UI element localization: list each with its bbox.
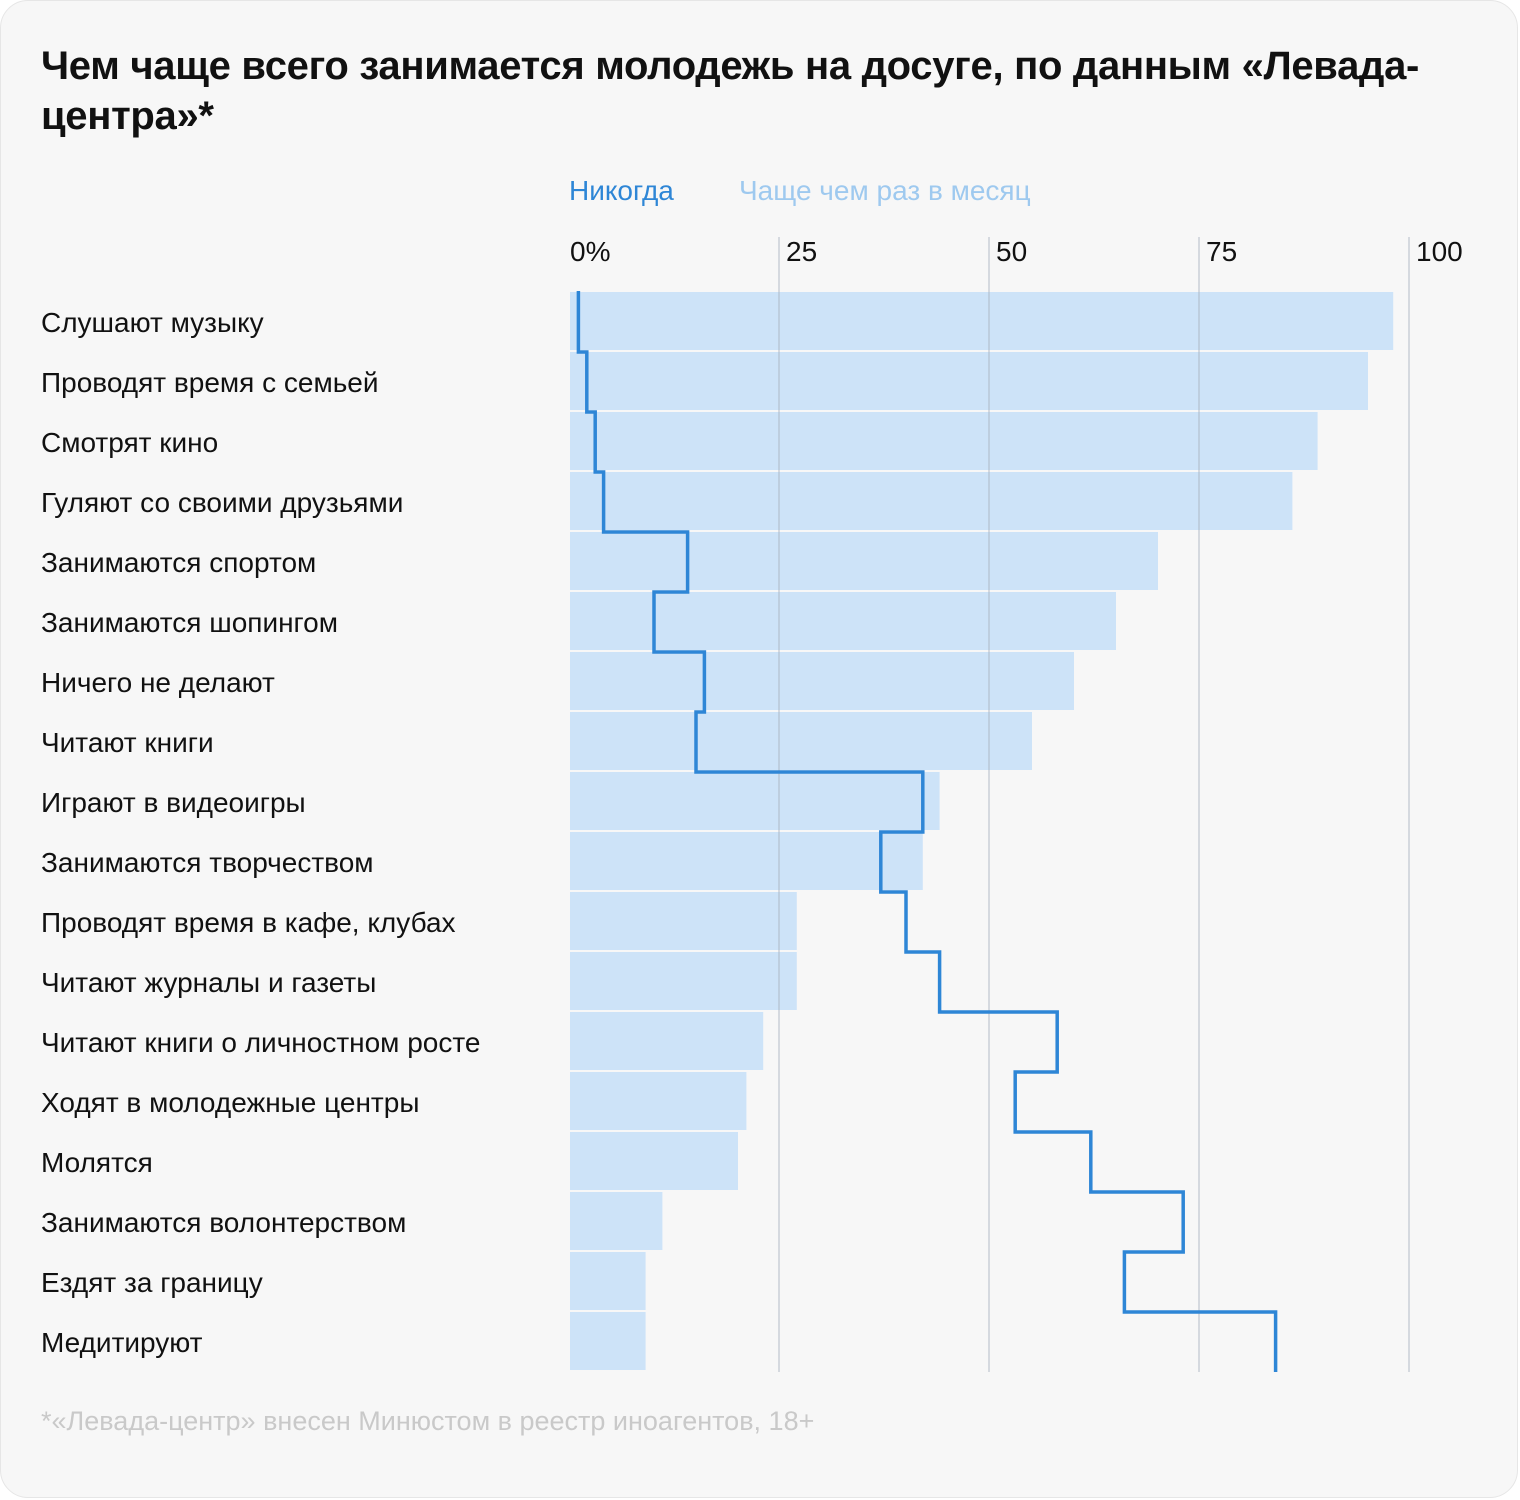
category-label: Читают книги [41, 727, 214, 758]
tick-label: 0% [570, 236, 610, 267]
bar-monthly [570, 532, 1158, 590]
bar-monthly [570, 892, 797, 950]
bar-monthly [570, 352, 1368, 410]
bar-monthly [570, 652, 1074, 710]
legend-more-than-monthly: Чаще чем раз в месяц [739, 175, 1031, 206]
category-label: Ездят за границу [41, 1267, 263, 1298]
category-label: Слушают музыку [41, 307, 264, 338]
category-label: Занимаются творчеством [41, 847, 374, 878]
category-label: Ничего не делают [41, 667, 275, 698]
bar-monthly [570, 832, 923, 890]
tick-label: 25 [786, 236, 817, 267]
tick-label: 50 [996, 236, 1027, 267]
footnote: *«Левада-центр» внесен Минюстом в реестр… [41, 1406, 815, 1436]
category-labels-layer: Слушают музыку Проводят время с семьей Смо… [41, 307, 480, 1358]
bar-chart: 0% 25 50 75 100 Слушают музыку Проводят время… [41, 236, 1463, 1372]
category-label: Молятся [41, 1147, 153, 1178]
bars-layer [570, 292, 1394, 1370]
category-label: Проводят время с семьей [41, 367, 379, 398]
category-label: Проводят время в кафе, клубах [41, 907, 456, 938]
bar-monthly [570, 1252, 646, 1310]
bar-monthly [570, 412, 1318, 470]
category-label: Медитируют [41, 1327, 203, 1358]
bar-monthly [570, 1072, 747, 1130]
gridlines-layer [778, 237, 1410, 1372]
category-label: Читают журналы и газеты [41, 967, 376, 998]
bar-monthly [570, 712, 1032, 770]
bar-monthly [570, 292, 1394, 350]
bar-monthly [570, 472, 1293, 530]
category-label: Занимаются спортом [41, 547, 316, 578]
category-label: Смотрят кино [41, 427, 218, 458]
bar-monthly [570, 952, 797, 1010]
bar-monthly [570, 592, 1116, 650]
never-step-line [576, 291, 1278, 1372]
category-label: Гуляют со своими друзьями [41, 487, 403, 518]
category-label: Читают книги о личностном росте [41, 1027, 480, 1058]
bar-monthly [570, 1312, 646, 1370]
bar-monthly [570, 1012, 764, 1070]
tick-label: 75 [1206, 236, 1237, 267]
bar-monthly [570, 772, 940, 830]
tick-label: 100 [1416, 236, 1463, 267]
category-label: Занимаются шопингом [41, 607, 338, 638]
chart-title: Чем чаще всего занимается молодежь на до… [41, 44, 1420, 138]
bar-monthly [570, 1192, 663, 1250]
category-label: Занимаются волонтерством [41, 1207, 406, 1238]
legend-never: Никогда [569, 175, 674, 206]
category-label: Ходят в молодежные центры [41, 1087, 419, 1118]
category-label: Играют в видеоигры [41, 787, 306, 818]
bar-monthly [570, 1132, 738, 1190]
tick-labels-layer: 0% 25 50 75 100 [570, 236, 1463, 267]
